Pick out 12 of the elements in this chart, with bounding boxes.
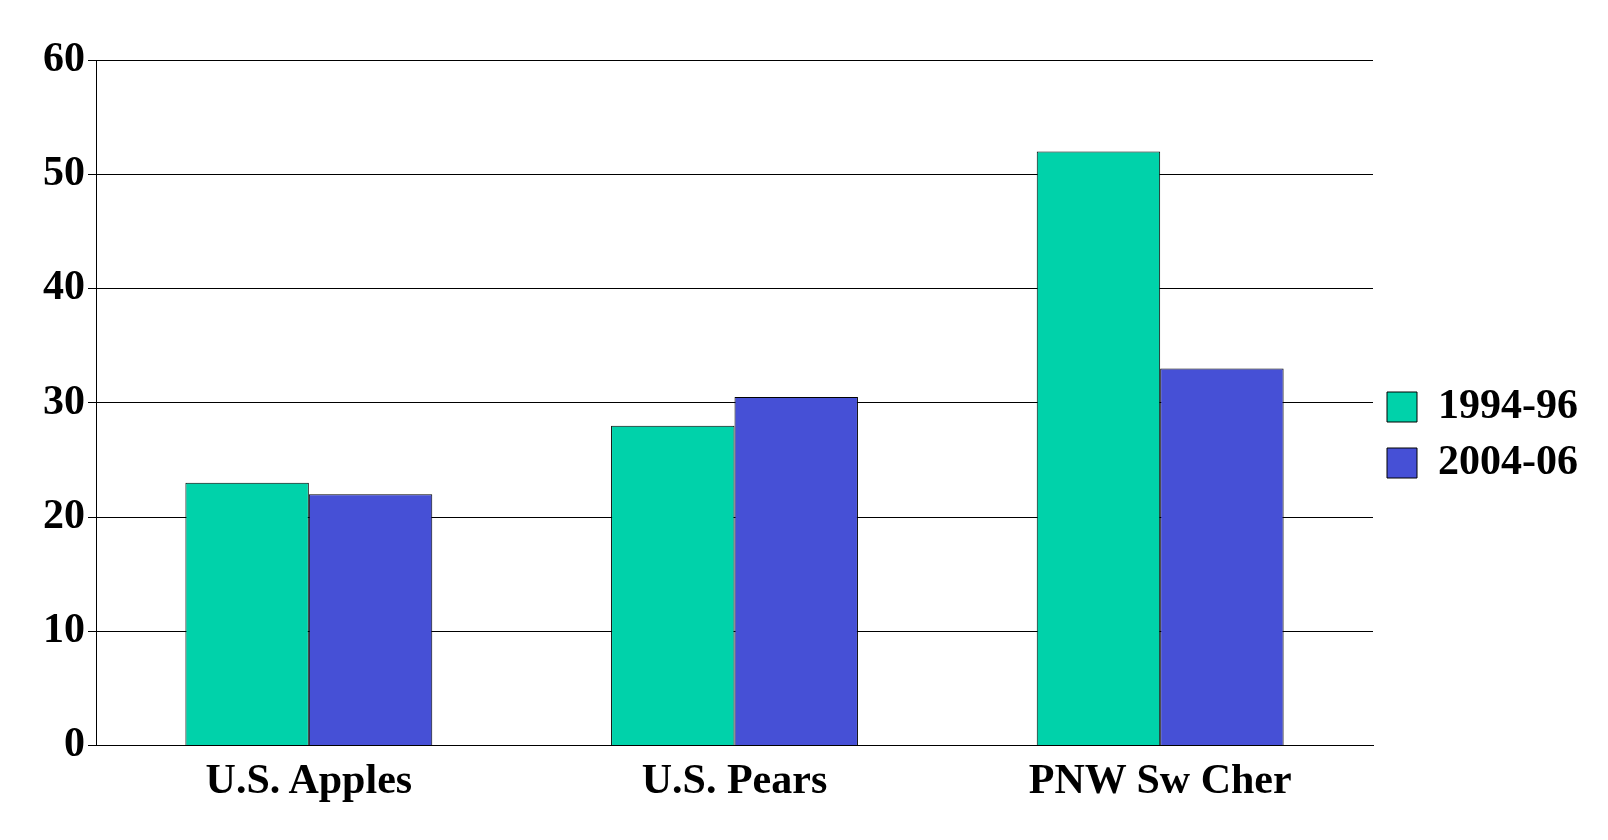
x-tick-label: PNW Sw Cher: [1028, 755, 1292, 802]
y-tick-label: 60: [43, 33, 85, 80]
y-tick-label: 30: [43, 376, 85, 423]
y-tick-label: 0: [64, 719, 85, 766]
y-tick-label: 20: [43, 490, 85, 537]
x-tick-label: U.S. Pears: [641, 755, 828, 802]
y-tick-label: 50: [43, 148, 85, 195]
legend-label: 2004-06: [1438, 436, 1579, 483]
y-tick-label: 40: [43, 262, 85, 309]
x-tick-label: U.S. Apples: [205, 755, 413, 802]
legend-label: 1994-96: [1438, 380, 1579, 427]
y-tick-label: 10: [43, 605, 85, 652]
